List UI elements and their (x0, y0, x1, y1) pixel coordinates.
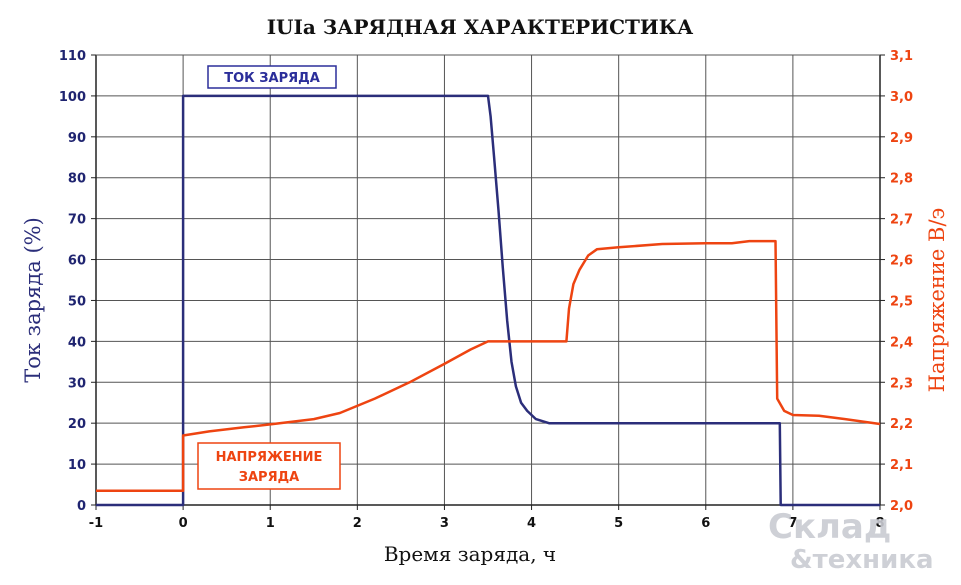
y-axis-left-label: Ток заряда (%) (21, 217, 45, 383)
y-left-tick-label: 10 (68, 458, 86, 473)
y-right-tick-label: 2,7 (890, 213, 913, 228)
current-annotation-label: ТОК ЗАРЯДА (224, 71, 320, 86)
voltage-series-annotation: НАПРЯЖЕНИЕ ЗАРЯДА (197, 442, 341, 490)
y-right-tick-label: 3,1 (890, 49, 913, 64)
plot-background (96, 55, 880, 505)
y-right-tick-label: 2,5 (890, 294, 913, 309)
y-right-tick-label: 2,3 (890, 376, 913, 391)
voltage-annotation-line-1: НАПРЯЖЕНИЕ (216, 450, 323, 465)
y-left-tick-label: 0 (77, 499, 86, 514)
ticks-layer: -1 0 1 2 3 4 5 6 7 801020304050607080901001102,02… (59, 49, 913, 531)
grid-layer (95, 54, 881, 506)
x-tick-label: 6 (701, 516, 710, 531)
watermark-logo-line-2: &техника (790, 545, 934, 575)
y-right-tick-label: 2,4 (890, 335, 913, 350)
y-left-tick-label: 20 (68, 417, 86, 432)
y-left-tick-label: 90 (68, 131, 86, 146)
y-right-tick-label: 2,6 (890, 254, 913, 269)
y-left-tick-label: 60 (68, 254, 86, 269)
x-tick-label: 2 (353, 516, 362, 531)
y-axis-right-label: Напряжение В/э (925, 208, 949, 393)
x-tick-label: 8 (875, 516, 884, 531)
x-tick-label: 7 (788, 516, 797, 531)
current-series-annotation: ТОК ЗАРЯДА (207, 65, 337, 89)
y-left-tick-label: 110 (59, 49, 86, 64)
chart-title: IUIa ЗАРЯДНАЯ ХАРАКТЕРИСТИКА (267, 15, 694, 39)
x-tick-label: 5 (614, 516, 623, 531)
voltage-annotation-line-2: ЗАРЯДА (239, 470, 299, 485)
y-left-tick-label: 50 (68, 294, 86, 309)
y-left-tick-label: 40 (68, 335, 86, 350)
y-right-tick-label: 2,8 (890, 172, 913, 187)
series-layer (96, 94, 881, 507)
axes-layer (91, 54, 885, 510)
watermark-logo: Склад &техника (768, 507, 934, 575)
y-left-tick-label: 80 (68, 172, 86, 187)
x-tick-label: 1 (266, 516, 275, 531)
watermark-logo-line-1: Склад (768, 507, 891, 547)
y-right-tick-label: 2,1 (890, 458, 913, 473)
x-tick-label: 3 (440, 516, 449, 531)
y-left-tick-label: 30 (68, 376, 86, 391)
x-axis-label: Время заряда, ч (384, 542, 556, 566)
y-left-tick-label: 70 (68, 213, 86, 228)
x-tick-label: -1 (89, 516, 103, 531)
y-right-tick-label: 3,0 (890, 90, 913, 105)
current-annotation-box (207, 65, 337, 89)
y-right-tick-label: 2,0 (890, 499, 913, 514)
current-series-line (96, 94, 880, 507)
y-right-tick-label: 2,9 (890, 131, 913, 146)
y-left-tick-label: 100 (59, 90, 86, 105)
voltage-annotation-box (197, 442, 341, 490)
voltage-series-line (96, 239, 881, 492)
x-tick-label: 0 (179, 516, 188, 531)
y-right-tick-label: 2,2 (890, 417, 913, 432)
x-tick-label: 4 (527, 516, 536, 531)
